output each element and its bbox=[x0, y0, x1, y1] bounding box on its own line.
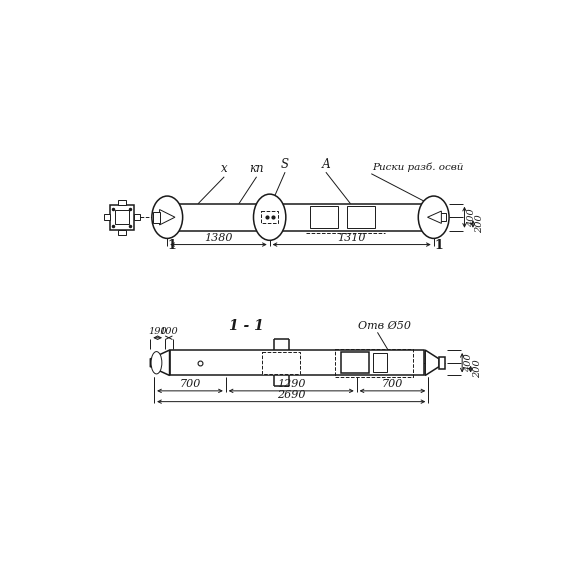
Bar bbox=[115, 210, 129, 224]
Polygon shape bbox=[428, 211, 442, 223]
Bar bbox=[109, 205, 134, 229]
Text: 1: 1 bbox=[167, 239, 177, 252]
Bar bbox=[118, 229, 126, 235]
Bar bbox=[342, 352, 369, 373]
Bar bbox=[261, 211, 278, 223]
Text: Риски разб. освй: Риски разб. освй bbox=[372, 163, 463, 172]
Bar bbox=[347, 206, 375, 228]
Text: 1 - 1: 1 - 1 bbox=[229, 319, 264, 333]
Bar bbox=[335, 348, 413, 377]
Bar bbox=[118, 200, 126, 205]
Polygon shape bbox=[150, 350, 170, 375]
Ellipse shape bbox=[418, 196, 449, 239]
Bar bbox=[262, 351, 301, 374]
Bar bbox=[310, 206, 338, 228]
Text: 1380: 1380 bbox=[204, 233, 233, 243]
Bar bbox=[170, 350, 424, 375]
Ellipse shape bbox=[151, 351, 162, 374]
Text: 2690: 2690 bbox=[277, 390, 305, 400]
Bar bbox=[134, 214, 140, 220]
Text: 100: 100 bbox=[159, 327, 178, 336]
Polygon shape bbox=[159, 209, 175, 225]
Bar bbox=[154, 212, 159, 223]
Text: 200: 200 bbox=[476, 214, 484, 233]
Text: 1290: 1290 bbox=[277, 380, 305, 389]
Bar bbox=[439, 356, 445, 369]
Text: Отв Ø50: Отв Ø50 bbox=[358, 321, 411, 331]
Ellipse shape bbox=[254, 194, 286, 240]
Bar bbox=[373, 353, 387, 373]
Text: х: х bbox=[221, 162, 228, 175]
Text: 190: 190 bbox=[148, 327, 167, 336]
Text: S: S bbox=[281, 158, 289, 171]
Text: 1310: 1310 bbox=[338, 233, 366, 243]
Ellipse shape bbox=[152, 196, 183, 239]
Bar bbox=[440, 213, 446, 221]
Text: 200: 200 bbox=[473, 360, 482, 378]
Text: кп: кп bbox=[249, 162, 264, 175]
Text: 700: 700 bbox=[179, 380, 201, 389]
Polygon shape bbox=[425, 350, 439, 375]
Bar bbox=[177, 204, 434, 231]
Text: 700: 700 bbox=[382, 380, 403, 389]
Text: 400: 400 bbox=[465, 354, 473, 372]
Bar bbox=[104, 214, 109, 220]
Text: 1: 1 bbox=[435, 239, 443, 252]
Text: 400: 400 bbox=[467, 208, 476, 227]
Text: А: А bbox=[321, 158, 330, 171]
